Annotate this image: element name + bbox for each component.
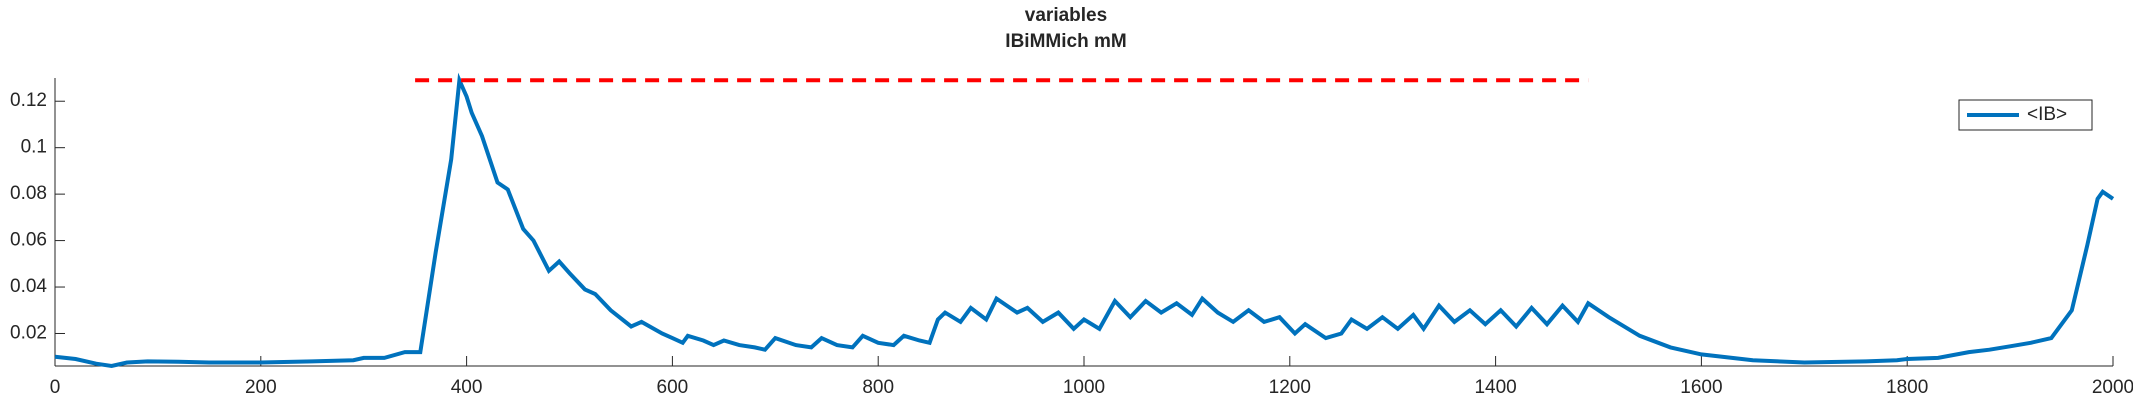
- x-tick-label: 400: [451, 377, 483, 398]
- chart-subtitle: IBiMMich mM: [1005, 31, 1126, 52]
- legend-label: <IB>: [2027, 104, 2067, 125]
- x-tick-label: 2000: [2092, 377, 2133, 398]
- y-tick-label: 0.12: [10, 90, 47, 111]
- x-tick-label: 1400: [1474, 377, 1516, 398]
- line-series: [54, 72, 2115, 369]
- x-tick-label: 1000: [1063, 377, 1105, 398]
- x-tick-label: 1800: [1886, 377, 1928, 398]
- x-tick-label: 800: [862, 377, 894, 398]
- chart-title: variables: [1025, 5, 1107, 26]
- y-tick-label: 0.1: [21, 137, 47, 158]
- x-tick-label: 0: [50, 377, 61, 398]
- y-tick-label: 0.02: [10, 322, 47, 343]
- y-tick-label: 0.06: [10, 230, 47, 251]
- y-tick-label: 0.04: [10, 276, 47, 297]
- y-tick-label: 0.08: [10, 183, 47, 204]
- x-tick-label: 1600: [1680, 377, 1722, 398]
- x-tick-label: 600: [657, 377, 689, 398]
- x-tick-label: 200: [245, 377, 277, 398]
- x-tick-label: 1200: [1269, 377, 1311, 398]
